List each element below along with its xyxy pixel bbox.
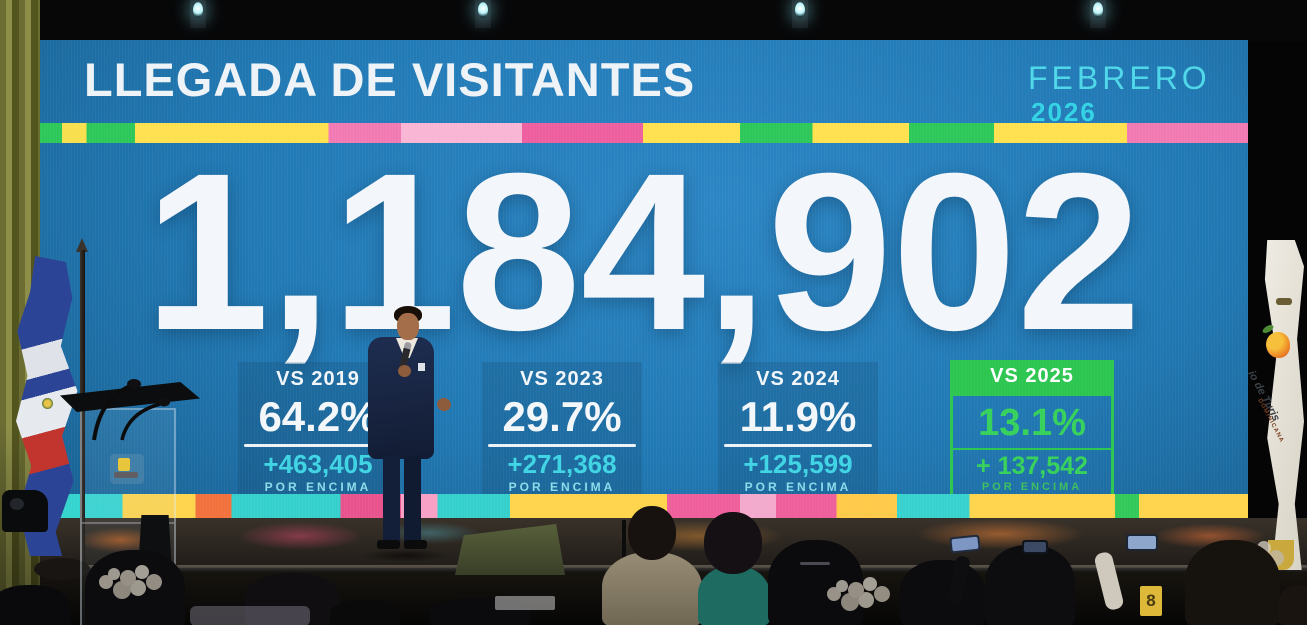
period-year: 2026 [1031, 97, 1097, 127]
comparison-percent: 11.9% [739, 393, 857, 440]
spotlight-fixture [2, 490, 48, 532]
comparison-vs-2024: VS 2024 11.9% +125,599 POR ENCIMA [718, 362, 878, 494]
presenter-speaker [352, 306, 456, 562]
divider [488, 444, 636, 447]
leg [404, 456, 421, 542]
period-month: FEBRERO [1028, 60, 1211, 96]
flagpole-finial [76, 238, 88, 252]
divider [953, 448, 1111, 450]
led-presentation-screen: LLEGADA DE VISITANTES FEBRERO 2026 1,184… [38, 40, 1248, 518]
flag-detail [1276, 298, 1292, 305]
acrylic-podium [60, 379, 200, 625]
comparison-delta: +271,368 [507, 449, 617, 479]
flag-ministry-of-tourism: io de Turis DOMINICANA [1245, 240, 1307, 588]
microphone-stand [622, 520, 626, 625]
comparison-vs-2025-highlighted: VS 2025 13.1% + 137,542 POR ENCIMA [950, 360, 1114, 499]
flag-base [34, 558, 90, 580]
podium-logo-base [114, 472, 138, 478]
comparison-label: VS 2024 [756, 368, 840, 390]
hand [398, 365, 411, 377]
leg [383, 456, 400, 542]
stage-light-icon [478, 2, 488, 18]
spotlight-lens [10, 498, 24, 510]
shadow [360, 549, 452, 562]
comparison-vs-2023: VS 2023 29.7% +271,368 POR ENCIMA [482, 362, 642, 494]
pocket-square [418, 363, 425, 371]
decorative-band-top [38, 123, 1248, 143]
screen-title: LLEGADA DE VISITANTES [84, 53, 696, 106]
decorative-band-bottom [38, 494, 1248, 518]
podium-logo-emblem [118, 458, 130, 471]
comparison-delta: + 137,542 [976, 452, 1088, 480]
comparison-percent: 13.1% [978, 402, 1086, 444]
comparison-label: VS 2023 [520, 368, 604, 390]
highlight-box: 13.1% + 137,542 POR ENCIMA [950, 393, 1114, 499]
stage-light-icon [1093, 2, 1103, 18]
comparison-note: POR ENCIMA [981, 481, 1083, 493]
hand [435, 395, 453, 414]
shoe [404, 540, 427, 549]
comparison-note: POR ENCIMA [744, 480, 852, 494]
stage-monitor [138, 515, 172, 572]
comparison-delta: +125,599 [743, 449, 853, 479]
comparison-note: POR ENCIMA [508, 480, 616, 494]
shoe [377, 540, 400, 549]
divider [724, 444, 872, 447]
mango-logo-icon [1266, 332, 1290, 358]
gooseneck-microphone-icon [92, 379, 170, 441]
coat-of-arms-icon [42, 398, 53, 409]
comparison-percent: 29.7% [502, 393, 622, 440]
podium-shelf [82, 522, 174, 524]
ceiling [0, 0, 1307, 42]
flag-tassel [1268, 540, 1294, 570]
face [397, 313, 419, 340]
stage-light-icon [795, 2, 805, 18]
comparison-label: VS 2025 [950, 360, 1114, 393]
stage-light-icon [193, 2, 203, 18]
